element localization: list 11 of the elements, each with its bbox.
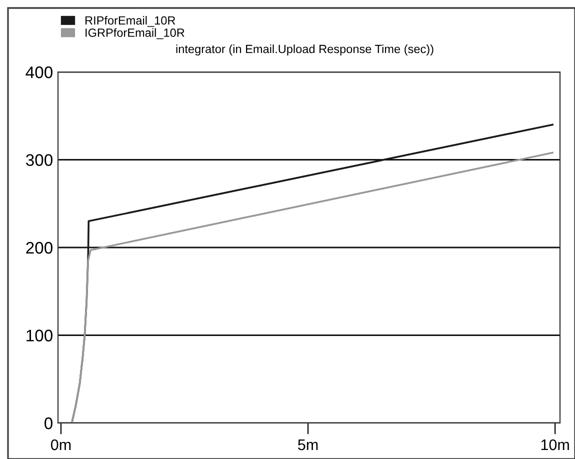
x-tick-label: 10m — [541, 439, 569, 450]
legend-label: IGRPforEmail_10R — [86, 28, 184, 40]
y-tick-label: 400 — [26, 66, 52, 78]
y-tick-label: 200 — [26, 242, 52, 254]
x-tick-label: 5m — [298, 440, 318, 450]
legend-label: RIPforEmail_10R — [85, 16, 176, 27]
y-tick-label: 100 — [26, 330, 52, 342]
chart-title: integrator (in Email.Upload Response Time (sec)) — [176, 44, 434, 56]
x-tick-label: 0m — [50, 439, 71, 450]
y-tick-label: 300 — [26, 154, 52, 166]
y-tick-label: 0 — [44, 417, 52, 430]
